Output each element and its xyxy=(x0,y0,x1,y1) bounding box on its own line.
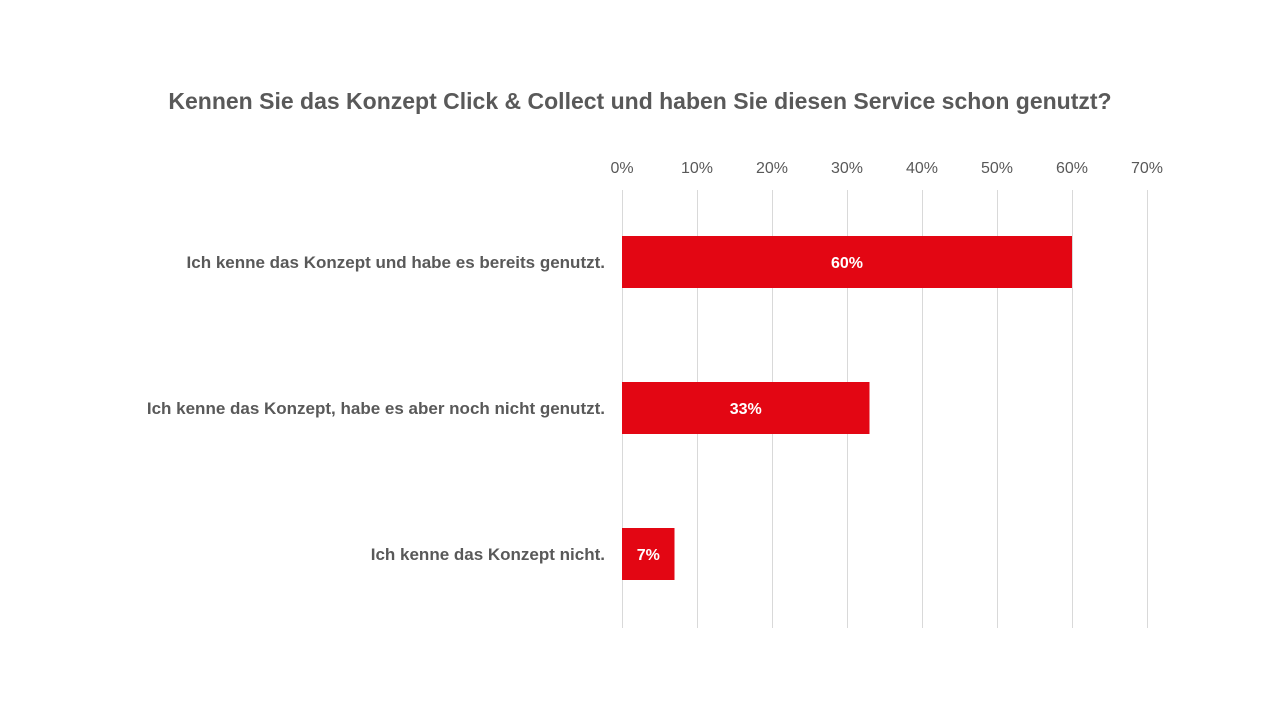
bar-value-label: 60% xyxy=(831,255,863,272)
x-tick-label: 0% xyxy=(610,160,633,177)
category-label: Ich kenne das Konzept und habe es bereit… xyxy=(187,253,605,272)
x-tick-label: 30% xyxy=(831,160,863,177)
chart-title: Kennen Sie das Konzept Click & Collect u… xyxy=(168,88,1112,114)
bar xyxy=(622,236,1072,288)
x-tick-label: 50% xyxy=(981,160,1013,177)
bar-value-label: 7% xyxy=(637,547,660,564)
category-label: Ich kenne das Konzept nicht. xyxy=(371,545,605,564)
x-tick-label: 10% xyxy=(681,160,713,177)
bar-value-label: 33% xyxy=(730,401,762,418)
x-tick-label: 70% xyxy=(1131,160,1163,177)
category-label: Ich kenne das Konzept, habe es aber noch… xyxy=(147,399,605,418)
bar xyxy=(622,528,675,580)
bar xyxy=(622,382,870,434)
x-tick-label: 20% xyxy=(756,160,788,177)
x-tick-label: 40% xyxy=(906,160,938,177)
x-tick-label: 60% xyxy=(1056,160,1088,177)
